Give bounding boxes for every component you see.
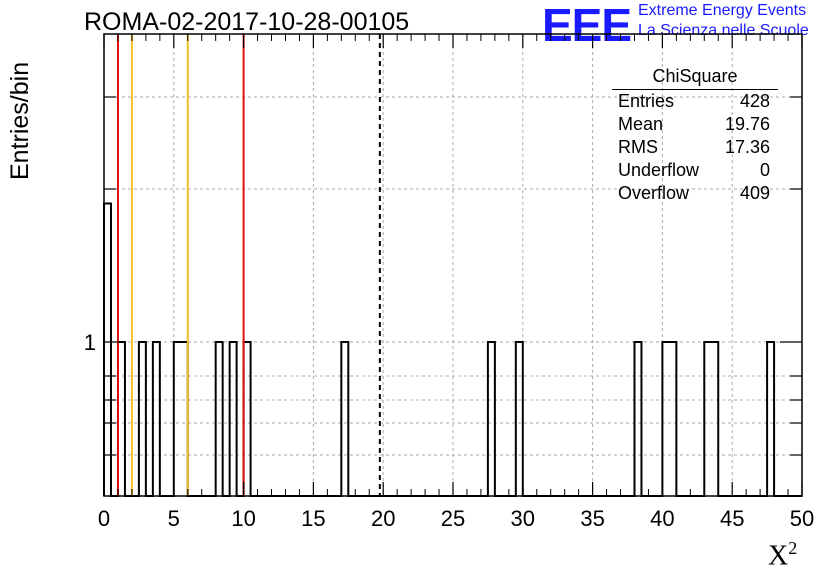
x-axis-label-base: X	[768, 540, 789, 572]
x-axis-label-exponent: 2	[788, 538, 798, 558]
stat-label: Underflow	[618, 160, 700, 180]
x-tick-label: 25	[441, 506, 465, 531]
x-tick-label: 15	[301, 506, 325, 531]
x-tick-label: 10	[231, 506, 255, 531]
x-tick-label: 40	[650, 506, 674, 531]
x-tick-label: 20	[371, 506, 395, 531]
stat-row: Mean 19.76	[608, 113, 778, 136]
x-tick-label: 5	[168, 506, 180, 531]
stats-title: ChiSquare	[612, 66, 778, 90]
x-tick-label: 30	[511, 506, 535, 531]
x-tick-label: 45	[720, 506, 744, 531]
eee-logo: EEE	[542, 0, 632, 51]
stat-value: 409	[739, 183, 770, 203]
stat-label: RMS	[618, 137, 658, 157]
stat-row: Underflow 0	[608, 159, 778, 182]
stat-value: 17.36	[724, 137, 770, 157]
stat-value: 0	[759, 160, 770, 180]
stat-value: 428	[739, 91, 770, 111]
x-axis-label: X2	[768, 538, 797, 572]
stat-value: 19.76	[724, 114, 770, 134]
x-tick-label: 50	[790, 506, 814, 531]
x-tick-label: 0	[98, 506, 110, 531]
stats-box: ChiSquare Entries 428 Mean 19.76 RMS 17.36 Und…	[608, 66, 778, 205]
stat-row: Entries 428	[608, 90, 778, 113]
y-tick-label: 1	[84, 330, 96, 355]
stat-row: RMS 17.36	[608, 136, 778, 159]
stat-label: Overflow	[618, 183, 690, 203]
stat-label: Entries	[618, 91, 675, 111]
logo-subtitle-1: Extreme Energy Events	[638, 2, 807, 19]
histogram-outline	[103, 202, 802, 497]
stats-rows: Entries 428 Mean 19.76 RMS 17.36 Underflow 0 Ove…	[608, 90, 778, 205]
x-tick-label: 35	[580, 506, 604, 531]
chart-title: ROMA-02-2017-10-28-00105	[84, 8, 410, 36]
stat-label: Mean	[618, 114, 664, 134]
stat-row: Overflow 409	[608, 182, 778, 205]
